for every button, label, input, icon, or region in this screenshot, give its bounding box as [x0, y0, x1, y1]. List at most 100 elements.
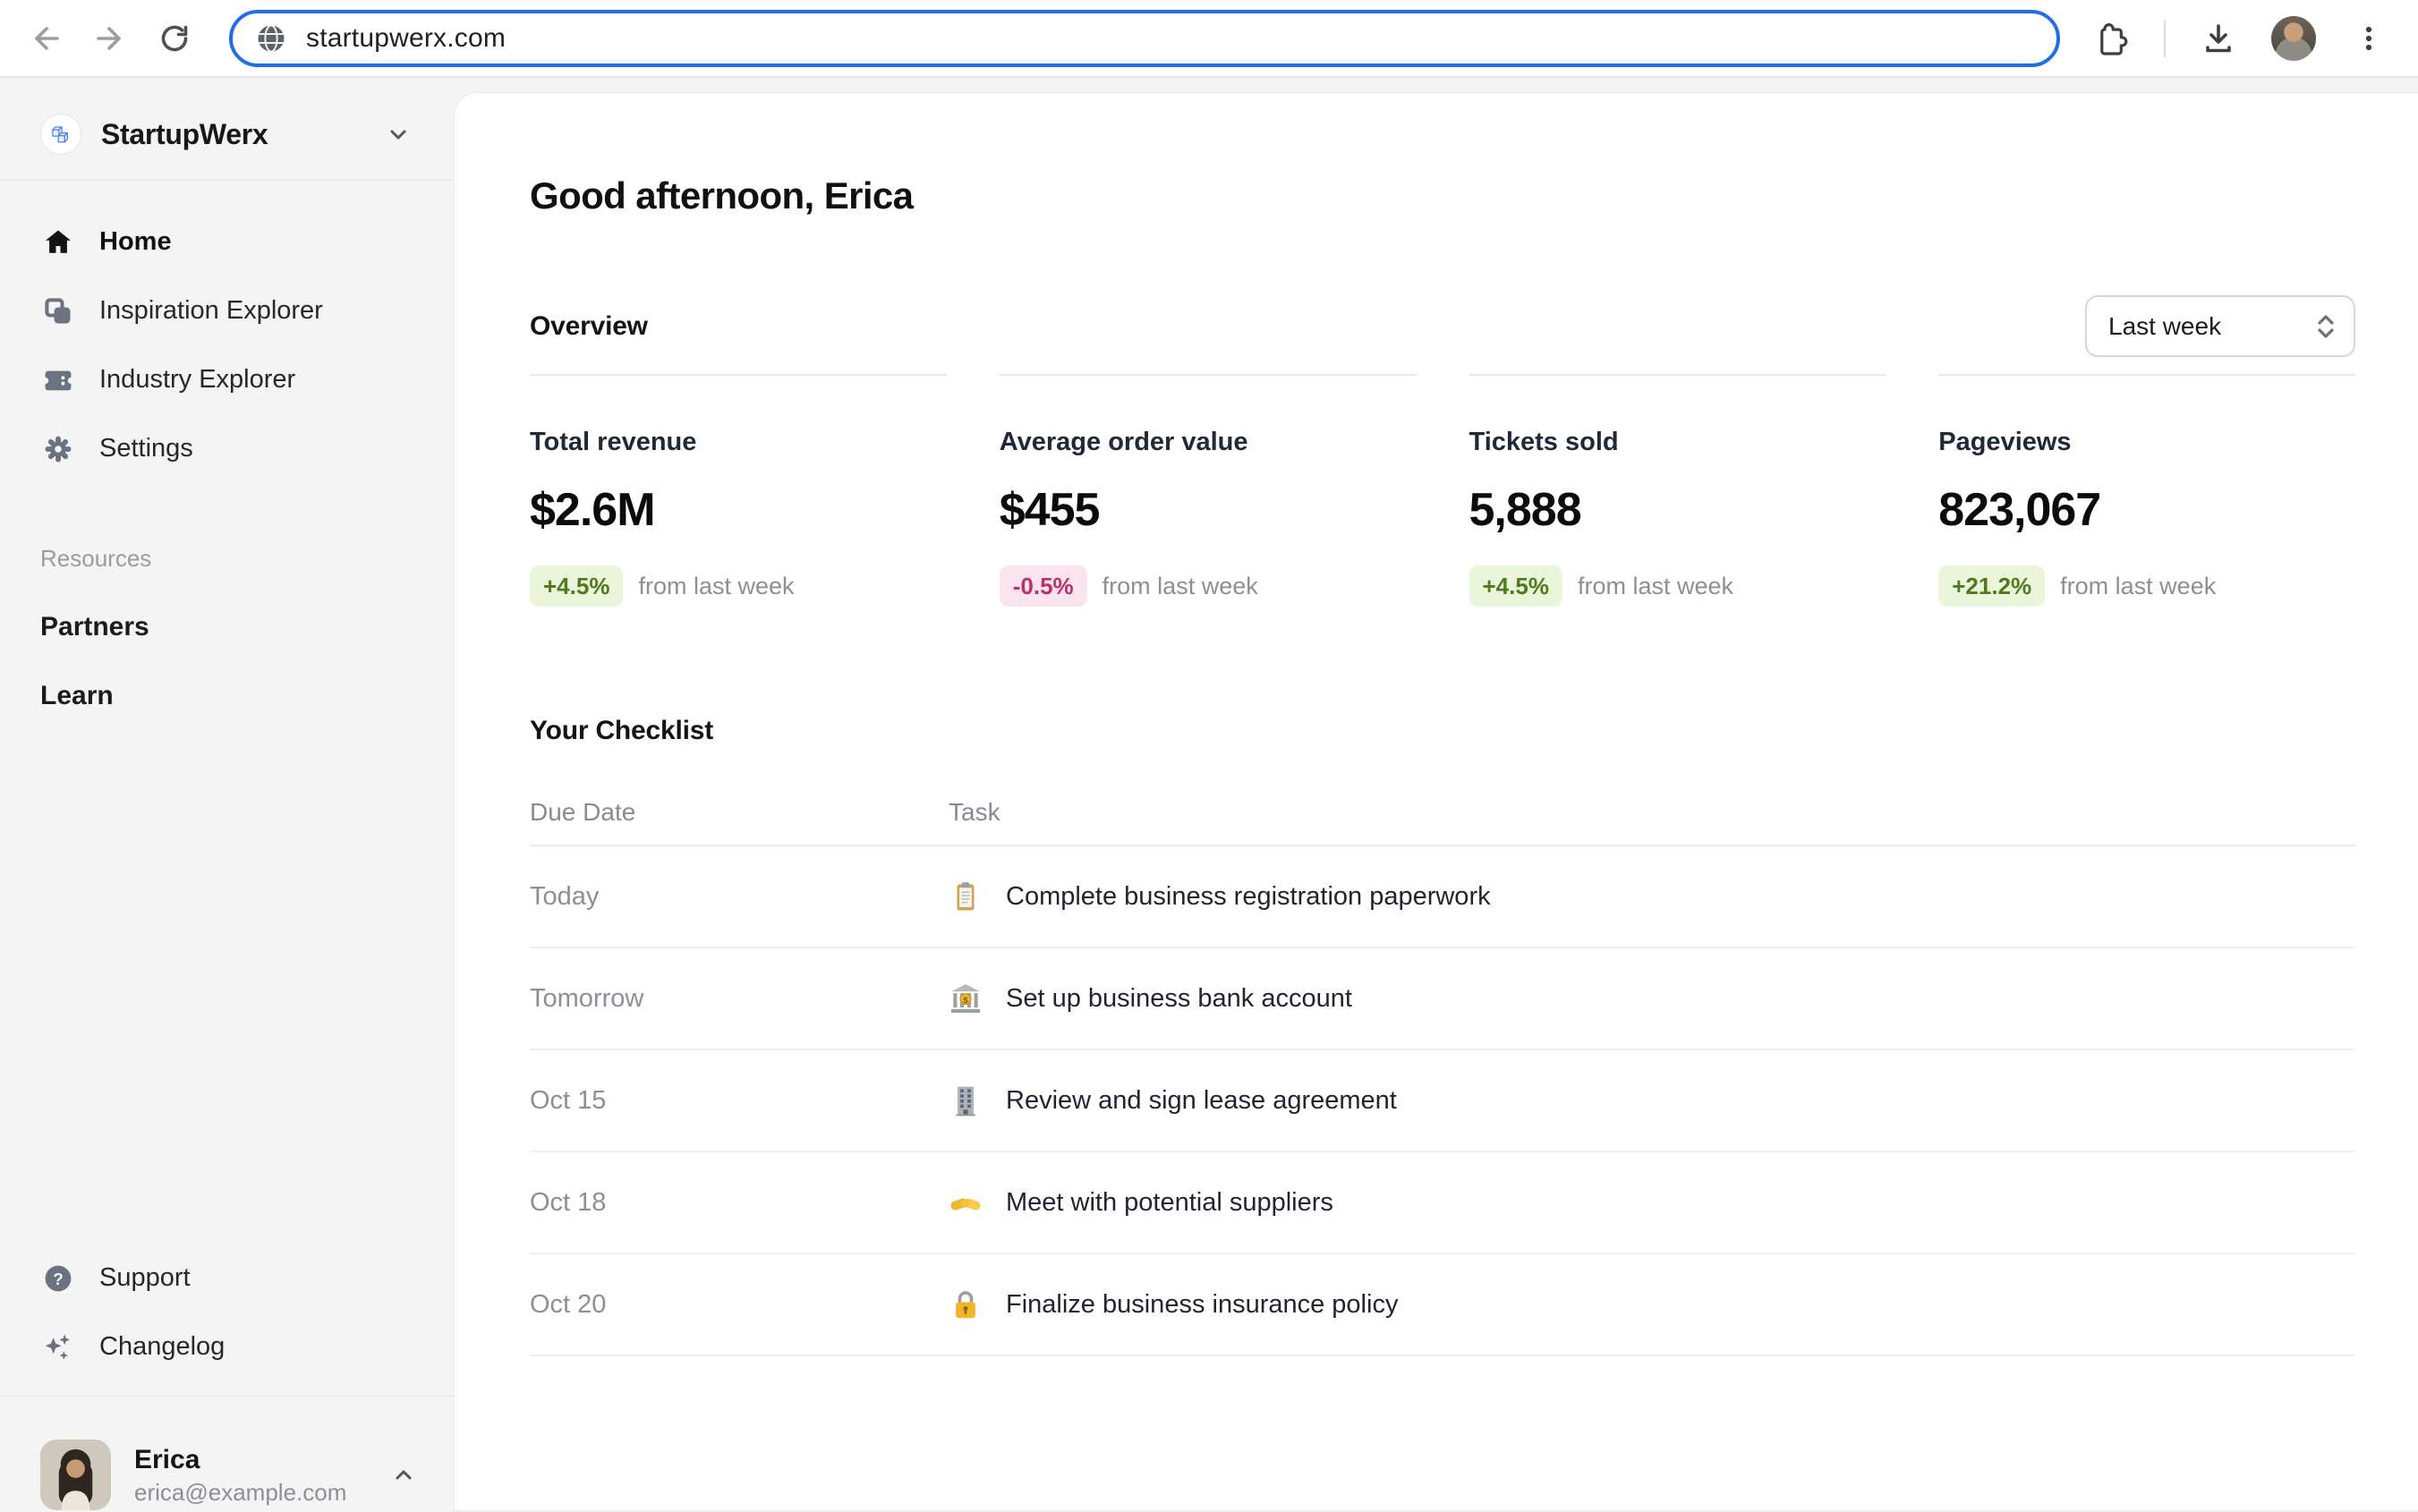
extensions-button[interactable] [2085, 13, 2137, 64]
delta-note: from last week [1103, 573, 1258, 600]
user-email: erica@example.com [134, 1477, 390, 1508]
stat-label: Tickets sold [1469, 426, 1886, 458]
resources-heading: Resources [0, 544, 455, 573]
sidebar-item-home[interactable]: Home [0, 208, 455, 276]
toolbar-divider [2164, 20, 2166, 57]
task-cell: $ Set up business bank account [949, 981, 2355, 1015]
clipboard-emoji-icon [949, 879, 983, 913]
back-arrow-icon [28, 21, 64, 56]
table-row[interactable]: Oct 20 Finalize business insurance polic… [530, 1254, 2355, 1356]
table-row[interactable]: Oct 15 Review and sign lease agreement [530, 1050, 2355, 1152]
task-text: Meet with potential suppliers [1006, 1188, 1333, 1218]
help-circle-icon: ? [40, 1261, 76, 1296]
task-text: Finalize business insurance policy [1006, 1290, 1398, 1320]
bank-emoji-icon: $ [949, 981, 983, 1015]
due-date-cell: Tomorrow [530, 984, 949, 1014]
lock-emoji-icon [949, 1287, 983, 1321]
address-bar[interactable]: startupwerx.com [229, 10, 2060, 67]
overview-heading: Overview [530, 310, 648, 344]
stat-card-pageviews: Pageviews 823,067 +21.2% from last week [1938, 374, 2355, 607]
sidebar-item-label: Industry Explorer [99, 365, 295, 395]
home-icon [40, 225, 76, 260]
stat-value: 5,888 [1469, 481, 1886, 539]
chevron-down-icon [385, 121, 412, 148]
sidebar-item-partners[interactable]: Partners [0, 592, 455, 661]
stat-card-tickets-sold: Tickets sold 5,888 +4.5% from last week [1469, 374, 1886, 607]
resources-list: Partners Learn [0, 592, 455, 730]
delta-note: from last week [2060, 573, 2216, 600]
task-cell: Review and sign lease agreement [949, 1083, 2355, 1117]
sidebar-item-label: Inspiration Explorer [99, 296, 323, 326]
brand-name: StartupWerx [101, 118, 385, 151]
chevron-up-icon [390, 1462, 417, 1489]
user-meta: Erica erica@example.com [134, 1443, 390, 1508]
checklist-heading: Your Checklist [530, 714, 2355, 748]
sidebar-item-label: Partners [40, 612, 149, 642]
brand-logo-icon [40, 114, 81, 155]
stats-grid: Total revenue $2.6M +4.5% from last week… [530, 374, 2355, 607]
stat-value: $455 [1000, 481, 1417, 539]
sidebar-item-settings[interactable]: Settings [0, 414, 455, 483]
task-text: Complete business registration paperwork [1006, 882, 1491, 912]
sidebar-item-label: Changelog [99, 1332, 225, 1362]
svg-text:$: $ [963, 996, 968, 1006]
due-date-cell: Oct 20 [530, 1290, 949, 1320]
sidebar-item-changelog[interactable]: Changelog [0, 1312, 455, 1381]
back-button[interactable] [20, 13, 72, 64]
due-date-cell: Today [530, 882, 949, 912]
download-icon [2200, 20, 2237, 57]
delta-note: from last week [638, 573, 794, 600]
sidebar-item-label: Settings [99, 434, 193, 463]
forward-arrow-icon [92, 21, 128, 56]
period-select[interactable]: Last week [2085, 295, 2355, 357]
handshake-emoji-icon [949, 1185, 983, 1219]
user-avatar [40, 1440, 111, 1510]
copy-icon [40, 293, 76, 329]
workspace-switcher[interactable]: StartupWerx [0, 78, 455, 180]
task-text: Review and sign lease agreement [1006, 1086, 1397, 1116]
sidebar: StartupWerx Home Inspiration Explorer [0, 78, 455, 1510]
task-cell: Complete business registration paperwork [949, 879, 2355, 913]
reload-button[interactable] [149, 13, 200, 64]
stat-value: 823,067 [1938, 481, 2355, 539]
user-menu[interactable]: Erica erica@example.com [0, 1396, 455, 1510]
sidebar-item-label: Home [99, 227, 172, 257]
sidebar-item-learn[interactable]: Learn [0, 661, 455, 730]
column-header-due-date: Due Date [530, 798, 949, 827]
gear-icon [40, 431, 76, 467]
select-updown-icon [2314, 311, 2337, 342]
stat-card-total-revenue: Total revenue $2.6M +4.5% from last week [530, 374, 947, 607]
task-text: Set up business bank account [1006, 984, 1352, 1014]
due-date-cell: Oct 15 [530, 1086, 949, 1116]
task-cell: Finalize business insurance policy [949, 1287, 2355, 1321]
user-name: Erica [134, 1443, 390, 1477]
stat-value: $2.6M [530, 481, 947, 539]
delta-badge: -0.5% [1000, 565, 1087, 607]
sidebar-item-label: Learn [40, 681, 114, 711]
sparkles-icon [40, 1329, 76, 1365]
browser-menu-button[interactable] [2343, 13, 2395, 64]
column-header-task: Task [949, 798, 2355, 827]
extensions-puzzle-icon [2092, 20, 2130, 57]
browser-profile-avatar[interactable] [2271, 16, 2316, 61]
table-row[interactable]: Today Complete business registration pap… [530, 846, 2355, 948]
table-row[interactable]: Tomorrow $ Set up business bank account [530, 948, 2355, 1050]
delta-badge: +4.5% [530, 565, 623, 607]
downloads-button[interactable] [2192, 13, 2244, 64]
period-select-value: Last week [2108, 312, 2314, 341]
checklist-table: Due Date Task Today Complete business re… [530, 748, 2355, 1356]
sidebar-item-support[interactable]: ? Support [0, 1244, 455, 1312]
reload-icon [157, 21, 192, 56]
sidebar-item-industry-explorer[interactable]: Industry Explorer [0, 345, 455, 414]
url-text: startupwerx.com [306, 23, 506, 54]
sidebar-item-label: Support [99, 1263, 191, 1293]
ticket-icon [40, 362, 76, 398]
sidebar-item-inspiration-explorer[interactable]: Inspiration Explorer [0, 276, 455, 345]
table-row[interactable]: Oct 18 Meet with potential suppliers [530, 1152, 2355, 1254]
delta-note: from last week [1578, 573, 1733, 600]
site-globe-icon [254, 21, 288, 55]
browser-toolbar: startupwerx.com [0, 0, 2418, 78]
page-greeting: Good afternoon, Erica [530, 174, 2355, 218]
forward-button[interactable] [84, 13, 136, 64]
delta-badge: +4.5% [1469, 565, 1562, 607]
